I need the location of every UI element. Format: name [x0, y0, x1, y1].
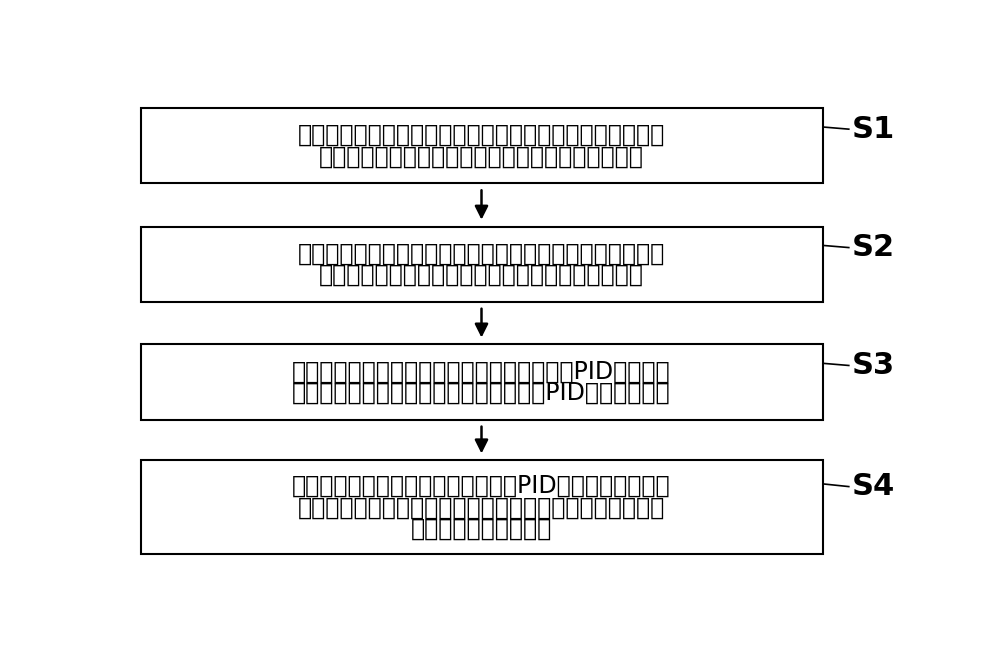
Text: 在车辆标定模式下根据所述变速箱输出轴转速和所述行星架: 在车辆标定模式下根据所述变速箱输出轴转速和所述行星架 — [298, 242, 665, 265]
Text: 实时获取变速箱一轴转速、马达转速和变速箱输出轴转速；: 实时获取变速箱一轴转速、马达转速和变速箱输出轴转速； — [298, 123, 665, 147]
Text: S1: S1 — [851, 115, 895, 144]
Bar — [140, 108, 822, 183]
Bar — [140, 226, 822, 302]
Text: 定中位电流值，将所述中位电流值赋给与车辆状态对应的电: 定中位电流值，将所述中位电流值赋给与车辆状态对应的电 — [298, 496, 665, 519]
Text: 根据所述变速箱一轴转速和马达转速确定行星架转速: 根据所述变速箱一轴转速和马达转速确定行星架转速 — [319, 145, 644, 168]
Text: 控比例变量泵的电磁阀: 控比例变量泵的电磁阀 — [411, 517, 552, 541]
Text: 转速进行车辆状态标定，并获取车辆状态标定电流值: 转速进行车辆状态标定，并获取车辆状态标定电流值 — [319, 263, 644, 287]
Bar — [140, 461, 822, 554]
Text: 根据所述车辆状态标定电流值与所述PID调节电流值之和确: 根据所述车辆状态标定电流值与所述PID调节电流值之和确 — [292, 474, 671, 498]
Text: S4: S4 — [851, 472, 895, 501]
Text: 星架转速目标值和行星架转速实际值确定PID调节电流值；: 星架转速目标值和行星架转速实际值确定PID调节电流值； — [292, 381, 671, 405]
Text: S2: S2 — [851, 233, 894, 262]
Text: S3: S3 — [851, 351, 894, 380]
Bar — [140, 345, 822, 420]
Text: 当车辆状态发生变化且满足预设条件时，利用PID策略根据: 当车辆状态发生变化且满足预设条件时，利用PID策略根据 — [292, 360, 671, 383]
